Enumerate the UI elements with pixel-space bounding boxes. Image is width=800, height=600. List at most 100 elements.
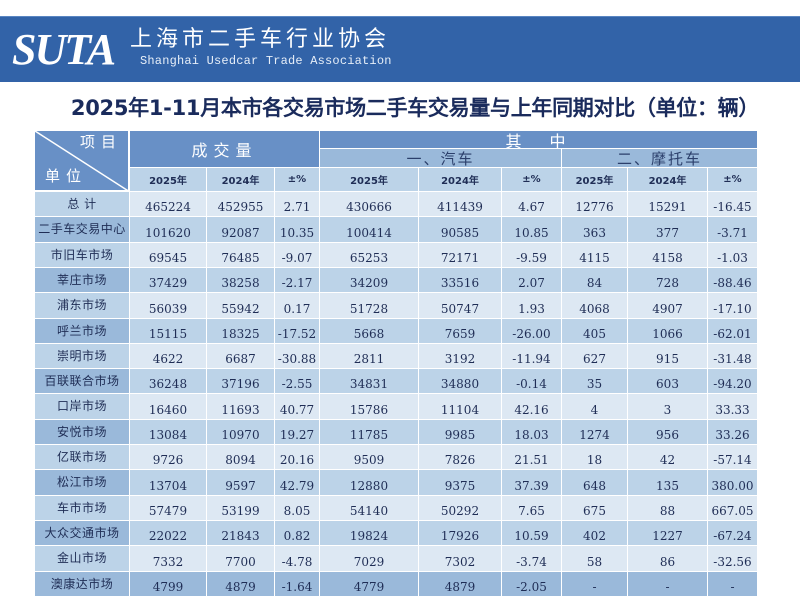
table-cell: 4799 xyxy=(130,572,207,597)
table-cell: - xyxy=(562,572,628,597)
header-of-which: 其 中 xyxy=(320,131,758,151)
header-motorcycles: 二、摩托车 xyxy=(562,149,758,168)
table-cell: 4068 xyxy=(562,293,628,319)
table-cell: 2.07 xyxy=(502,268,562,293)
table-cell: 3192 xyxy=(419,344,502,369)
table-cell: 65253 xyxy=(320,243,419,268)
table-corner-header: 项目 单位 xyxy=(35,131,130,192)
table-cell: -32.56 xyxy=(708,546,758,572)
table-cell: 7332 xyxy=(130,546,207,572)
column-header: ±% xyxy=(708,168,758,192)
table-cell: 7.65 xyxy=(502,496,562,521)
row-label: 松江市场 xyxy=(35,470,130,496)
table-cell: 7302 xyxy=(419,546,502,572)
table-cell: 86 xyxy=(628,546,708,572)
table-cell: 100414 xyxy=(320,217,419,243)
table-cell: 411439 xyxy=(419,192,502,217)
column-header: 2024年 xyxy=(628,168,708,192)
table-cell: 53199 xyxy=(207,496,275,521)
table-cell: 33.26 xyxy=(708,420,758,445)
table-cell: 405 xyxy=(562,319,628,344)
table-cell: 7029 xyxy=(320,546,419,572)
table-cell: -57.14 xyxy=(708,445,758,470)
column-header: ±% xyxy=(502,168,562,192)
table-cell: 452955 xyxy=(207,192,275,217)
table-cell: 50292 xyxy=(419,496,502,521)
table-cell: 38258 xyxy=(207,268,275,293)
table-cell: 21843 xyxy=(207,521,275,546)
table-cell: 51728 xyxy=(320,293,419,319)
row-label: 崇明市场 xyxy=(35,344,130,369)
table-cell: 3 xyxy=(628,394,708,420)
row-label: 亿联市场 xyxy=(35,445,130,470)
table-cell: 4 xyxy=(562,394,628,420)
table-cell: 33516 xyxy=(419,268,502,293)
table-cell: -9.59 xyxy=(502,243,562,268)
table-cell: 10.85 xyxy=(502,217,562,243)
org-name-en: Shanghai Usedcar Trade Association xyxy=(140,54,392,68)
table-cell: 2.71 xyxy=(275,192,320,217)
table-cell: -31.48 xyxy=(708,344,758,369)
table-cell: 675 xyxy=(562,496,628,521)
table-cell: 402 xyxy=(562,521,628,546)
table-cell: 37196 xyxy=(207,369,275,394)
table-cell: 956 xyxy=(628,420,708,445)
row-label: 总 计 xyxy=(35,192,130,217)
table-cell: -3.74 xyxy=(502,546,562,572)
table-cell: 9509 xyxy=(320,445,419,470)
row-label: 安悦市场 xyxy=(35,420,130,445)
table-cell: 16460 xyxy=(130,394,207,420)
row-label: 莘庄市场 xyxy=(35,268,130,293)
table-cell: 1227 xyxy=(628,521,708,546)
table-cell: 40.77 xyxy=(275,394,320,420)
table-cell: 4622 xyxy=(130,344,207,369)
table-cell: 11693 xyxy=(207,394,275,420)
table-cell: -26.00 xyxy=(502,319,562,344)
table-cell: -4.78 xyxy=(275,546,320,572)
table-cell: -1.03 xyxy=(708,243,758,268)
table-cell: -2.05 xyxy=(502,572,562,597)
table-cell: 9726 xyxy=(130,445,207,470)
table-cell: 6687 xyxy=(207,344,275,369)
table-cell: 648 xyxy=(562,470,628,496)
table-cell: 603 xyxy=(628,369,708,394)
row-label: 大众交通市场 xyxy=(35,521,130,546)
table-cell: 84 xyxy=(562,268,628,293)
table-cell: 101620 xyxy=(130,217,207,243)
table-cell: 135 xyxy=(628,470,708,496)
table-cell: 18.03 xyxy=(502,420,562,445)
table-cell: -9.07 xyxy=(275,243,320,268)
table-cell: 21.51 xyxy=(502,445,562,470)
table-cell: 22022 xyxy=(130,521,207,546)
table-cell: -3.71 xyxy=(708,217,758,243)
table-cell: 380.00 xyxy=(708,470,758,496)
table-cell: 92087 xyxy=(207,217,275,243)
table-cell: 34880 xyxy=(419,369,502,394)
table-cell: 54140 xyxy=(320,496,419,521)
table-cell: 915 xyxy=(628,344,708,369)
table-cell: 57479 xyxy=(130,496,207,521)
table-cell: -88.46 xyxy=(708,268,758,293)
table-cell: -67.24 xyxy=(708,521,758,546)
row-label: 口岸市场 xyxy=(35,394,130,420)
table-cell: 4779 xyxy=(320,572,419,597)
table-cell: 1.93 xyxy=(502,293,562,319)
table-cell: 37429 xyxy=(130,268,207,293)
diagonal-divider-icon xyxy=(35,131,130,192)
table-cell: 4.67 xyxy=(502,192,562,217)
table-cell: 13704 xyxy=(130,470,207,496)
table-cell: 36248 xyxy=(130,369,207,394)
table-cell: 11785 xyxy=(320,420,419,445)
table-cell: 15291 xyxy=(628,192,708,217)
table-cell: 10.35 xyxy=(275,217,320,243)
row-label: 市旧车市场 xyxy=(35,243,130,268)
table-cell: -0.14 xyxy=(502,369,562,394)
table-cell: 12880 xyxy=(320,470,419,496)
table-cell: 56039 xyxy=(130,293,207,319)
page-title: 2025年1-11月本市各交易市场二手车交易量与上年同期对比（单位：辆） xyxy=(70,96,760,120)
row-label: 澳康达市场 xyxy=(35,572,130,597)
table-cell: -1.64 xyxy=(275,572,320,597)
corner-label-item: 项目 xyxy=(79,133,122,151)
table-cell: 19.27 xyxy=(275,420,320,445)
table-cell: 18 xyxy=(562,445,628,470)
